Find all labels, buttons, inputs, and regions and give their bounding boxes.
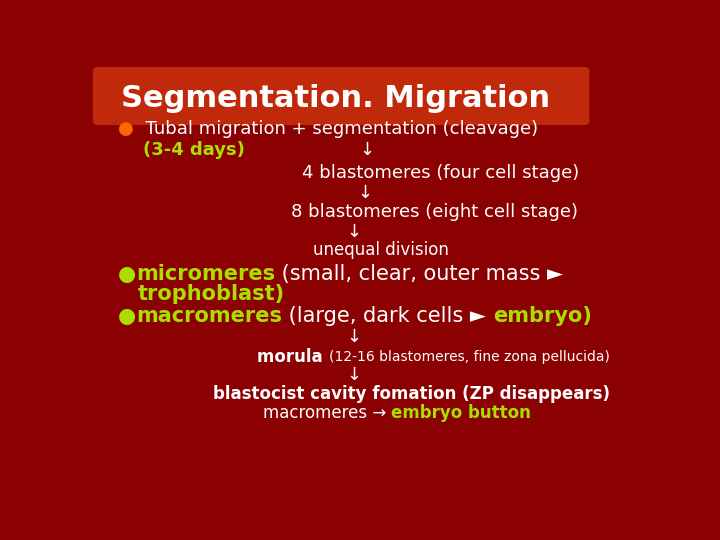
Text: ●: ● [118, 120, 134, 138]
FancyBboxPatch shape [81, 58, 657, 487]
Text: blastocist cavity fomation (ZP disappears): blastocist cavity fomation (ZP disappear… [213, 385, 610, 403]
Text: embryo button: embryo button [392, 404, 531, 422]
Text: Tubal migration + segmentation (cleavage): Tubal migration + segmentation (cleavage… [134, 120, 538, 138]
Text: ↓: ↓ [347, 328, 362, 346]
Text: trophoblast): trophoblast) [138, 285, 284, 305]
Text: (3-4 days): (3-4 days) [118, 141, 245, 159]
Text: morula: morula [258, 348, 329, 366]
Bar [99, 71, 126, 121]
FancyBboxPatch shape [93, 67, 590, 125]
Text: ↓: ↓ [245, 141, 375, 159]
Text: (12-16 blastomeres, fine zona pellucida): (12-16 blastomeres, fine zona pellucida) [329, 350, 610, 364]
Text: ●: ● [118, 264, 136, 284]
Text: (small, clear, outer mass ►: (small, clear, outer mass ► [275, 264, 563, 284]
Text: macromeres: macromeres [136, 306, 282, 326]
Text: ↓: ↓ [358, 184, 373, 201]
Text: ●: ● [118, 306, 136, 326]
Text: (large, dark cells ►: (large, dark cells ► [282, 306, 492, 326]
Text: unequal division: unequal division [313, 241, 449, 259]
Text: embryo): embryo) [492, 306, 592, 326]
Text: macromeres →: macromeres → [263, 404, 392, 422]
Text: ↓: ↓ [347, 367, 362, 384]
Text: 8 blastomeres (eight cell stage): 8 blastomeres (eight cell stage) [291, 204, 578, 221]
Text: 4 blastomeres (four cell stage): 4 blastomeres (four cell stage) [302, 164, 580, 182]
Text: micromeres: micromeres [136, 264, 275, 284]
Text: ↓: ↓ [347, 223, 362, 241]
Text: Segmentation. Migration: Segmentation. Migration [121, 84, 550, 113]
